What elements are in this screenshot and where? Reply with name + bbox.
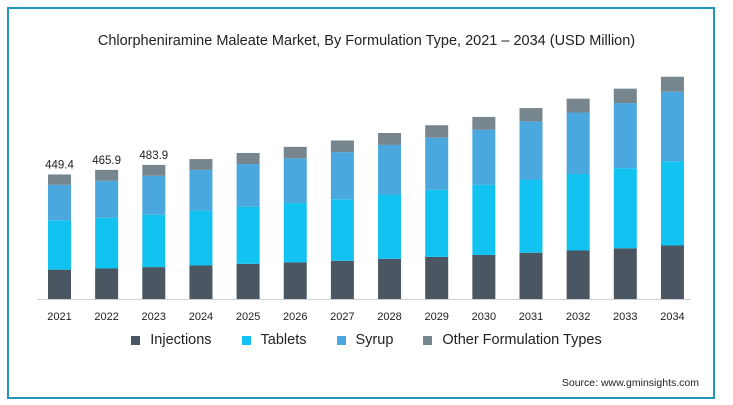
bar-segment-tablets-2025 bbox=[236, 206, 260, 264]
x-tick-label-2031: 2031 bbox=[519, 311, 543, 323]
bar-segment-injections-2033 bbox=[613, 248, 637, 299]
bar-segment-tablets-2021 bbox=[48, 220, 71, 270]
bar-segment-syrup-2028 bbox=[378, 144, 402, 195]
legend-swatch-tablets bbox=[241, 335, 251, 345]
bar-segment-injections-2025 bbox=[236, 263, 260, 299]
bar-segment-tablets-2033 bbox=[613, 168, 637, 249]
bar-segment-syrup-2032 bbox=[566, 112, 590, 175]
bar-segment-other-formulation-types-2033 bbox=[613, 88, 637, 104]
bar-segment-tablets-2030 bbox=[472, 184, 496, 255]
bar-segment-syrup-2025 bbox=[236, 164, 260, 207]
bar-segment-tablets-2031 bbox=[519, 179, 543, 253]
bar-segment-injections-2034 bbox=[660, 245, 684, 299]
legend-label-injections: Injections bbox=[150, 332, 212, 348]
x-tick-label-2024: 2024 bbox=[189, 311, 213, 323]
x-tick-label-2025: 2025 bbox=[236, 311, 260, 323]
x-tick-label-2030: 2030 bbox=[472, 311, 496, 323]
bar-segment-syrup-2023 bbox=[142, 175, 166, 215]
x-tick-label-2023: 2023 bbox=[142, 311, 166, 323]
bar-segment-tablets-2034 bbox=[660, 161, 684, 246]
bar-segment-other-formulation-types-2028 bbox=[378, 133, 402, 145]
bar-segment-syrup-2034 bbox=[660, 91, 684, 162]
bar-segment-other-formulation-types-2032 bbox=[566, 98, 590, 113]
bar-segment-syrup-2026 bbox=[283, 158, 307, 204]
bar-segment-syrup-2021 bbox=[48, 184, 71, 221]
bar-segment-tablets-2024 bbox=[189, 210, 213, 266]
legend-item-tablets: Tablets bbox=[241, 332, 307, 348]
x-tick-label-2022: 2022 bbox=[94, 311, 118, 323]
bar-segment-tablets-2029 bbox=[425, 189, 449, 257]
bar-segment-other-formulation-types-2031 bbox=[519, 108, 543, 122]
bar-segment-other-formulation-types-2023 bbox=[142, 164, 166, 176]
legend-item-other: Other Formulation Types bbox=[423, 332, 602, 348]
legend-swatch-syrup bbox=[336, 335, 346, 345]
x-tick-label-2033: 2033 bbox=[613, 311, 637, 323]
bar-segment-other-formulation-types-2026 bbox=[283, 146, 307, 159]
bar-segment-other-formulation-types-2029 bbox=[425, 125, 449, 138]
bar-segment-injections-2023 bbox=[142, 267, 166, 299]
bar-segment-injections-2031 bbox=[519, 252, 543, 299]
x-tick-label-2028: 2028 bbox=[377, 311, 401, 323]
bar-segment-injections-2024 bbox=[189, 265, 213, 299]
bar-segment-syrup-2024 bbox=[189, 169, 213, 211]
bar-segment-syrup-2030 bbox=[472, 129, 496, 185]
bar-segment-syrup-2027 bbox=[330, 152, 354, 200]
legend-label-tablets: Tablets bbox=[260, 332, 307, 348]
bar-segment-other-formulation-types-2022 bbox=[95, 169, 119, 181]
x-tick-label-2027: 2027 bbox=[330, 311, 354, 323]
legend-item-syrup: Syrup bbox=[336, 332, 394, 348]
bar-segment-tablets-2026 bbox=[283, 203, 307, 263]
x-tick-label-2032: 2032 bbox=[566, 311, 590, 323]
bar-segment-injections-2029 bbox=[425, 256, 449, 299]
chart-title: Chlorpheniramine Maleate Market, By Form… bbox=[97, 33, 636, 49]
bar-segment-other-formulation-types-2027 bbox=[330, 140, 354, 153]
bar-segment-other-formulation-types-2034 bbox=[660, 76, 684, 92]
bar-segment-other-formulation-types-2025 bbox=[236, 152, 260, 165]
bar-segment-tablets-2023 bbox=[142, 214, 166, 268]
bar-segment-other-formulation-types-2021 bbox=[48, 174, 71, 185]
legend-swatch-injections bbox=[131, 335, 141, 345]
bar-segment-syrup-2031 bbox=[519, 121, 543, 180]
legend-label-other: Other Formulation Types bbox=[442, 332, 602, 348]
bar-segment-injections-2026 bbox=[283, 262, 307, 299]
data-label-2022: 465.9 bbox=[92, 155, 121, 167]
chart-frame bbox=[7, 7, 715, 399]
x-tick-label-2034: 2034 bbox=[660, 311, 684, 323]
bar-segment-other-formulation-types-2024 bbox=[189, 159, 213, 170]
bar-segment-injections-2030 bbox=[472, 254, 496, 299]
x-tick-label-2021: 2021 bbox=[47, 311, 71, 323]
bar-segment-injections-2027 bbox=[330, 260, 354, 299]
bar-segment-tablets-2022 bbox=[95, 217, 119, 269]
bar-segment-injections-2032 bbox=[566, 250, 590, 299]
bar-segment-injections-2021 bbox=[48, 269, 71, 299]
data-label-2021: 449.4 bbox=[45, 159, 74, 171]
source-note: Source: www.gminsights.com bbox=[561, 377, 699, 389]
bar-segment-tablets-2032 bbox=[566, 174, 590, 251]
bar-segment-injections-2022 bbox=[95, 268, 119, 299]
bar-segment-tablets-2027 bbox=[330, 199, 354, 261]
x-tick-label-2026: 2026 bbox=[283, 311, 307, 323]
bar-segment-tablets-2028 bbox=[378, 194, 402, 259]
bar-segment-syrup-2022 bbox=[95, 180, 119, 218]
legend: Injections Tablets Syrup Other Formulati… bbox=[0, 332, 733, 348]
legend-item-injections: Injections bbox=[131, 332, 212, 348]
data-label-2023: 483.9 bbox=[139, 150, 168, 162]
x-tick-label-2029: 2029 bbox=[424, 311, 448, 323]
bar-segment-injections-2028 bbox=[378, 258, 402, 299]
bar-segment-syrup-2029 bbox=[425, 137, 449, 190]
bar-segment-syrup-2033 bbox=[613, 103, 637, 169]
bar-segment-other-formulation-types-2030 bbox=[472, 116, 496, 130]
legend-label-syrup: Syrup bbox=[355, 332, 394, 348]
legend-swatch-other bbox=[423, 335, 433, 345]
